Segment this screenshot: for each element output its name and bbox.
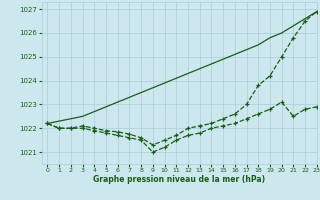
- X-axis label: Graphe pression niveau de la mer (hPa): Graphe pression niveau de la mer (hPa): [93, 175, 265, 184]
